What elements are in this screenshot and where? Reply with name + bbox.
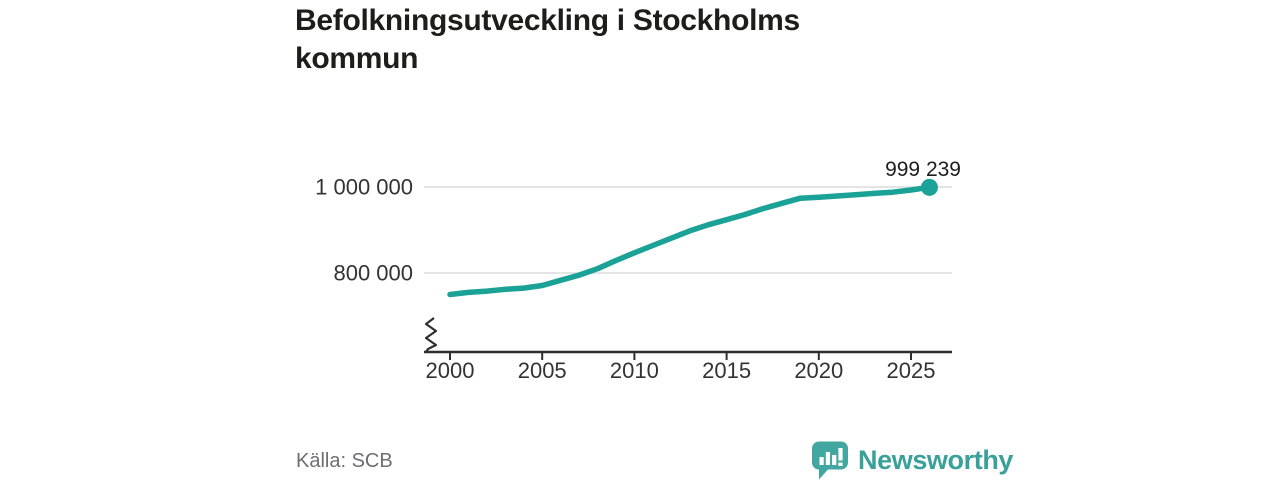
population-line	[447, 184, 933, 298]
newsworthy-wordmark: Newsworthy	[858, 444, 1014, 475]
y-tick-label: 800 000	[333, 261, 413, 286]
source-note: Källa: SCB	[296, 450, 393, 472]
y-tick-label: 1 000 000	[315, 175, 413, 200]
x-tick-label: 2000	[426, 358, 475, 383]
end-value-label: 999 239	[885, 158, 961, 181]
chart-title: Befolkningsutveckling i Stockholms kommu…	[295, 4, 800, 75]
x-tick-label: 2020	[794, 358, 843, 383]
x-tick-label: 2005	[518, 358, 567, 383]
axis-break-zigzag	[424, 317, 438, 353]
x-tick-label: 2010	[610, 358, 659, 383]
x-tick-label: 2025	[887, 358, 936, 383]
x-tick-label: 2015	[702, 358, 751, 383]
end-point-dot	[920, 178, 938, 196]
newsworthy-logo[interactable]: Newsworthy	[810, 440, 1013, 480]
newsworthy-bubble-chart-icon	[812, 441, 848, 480]
